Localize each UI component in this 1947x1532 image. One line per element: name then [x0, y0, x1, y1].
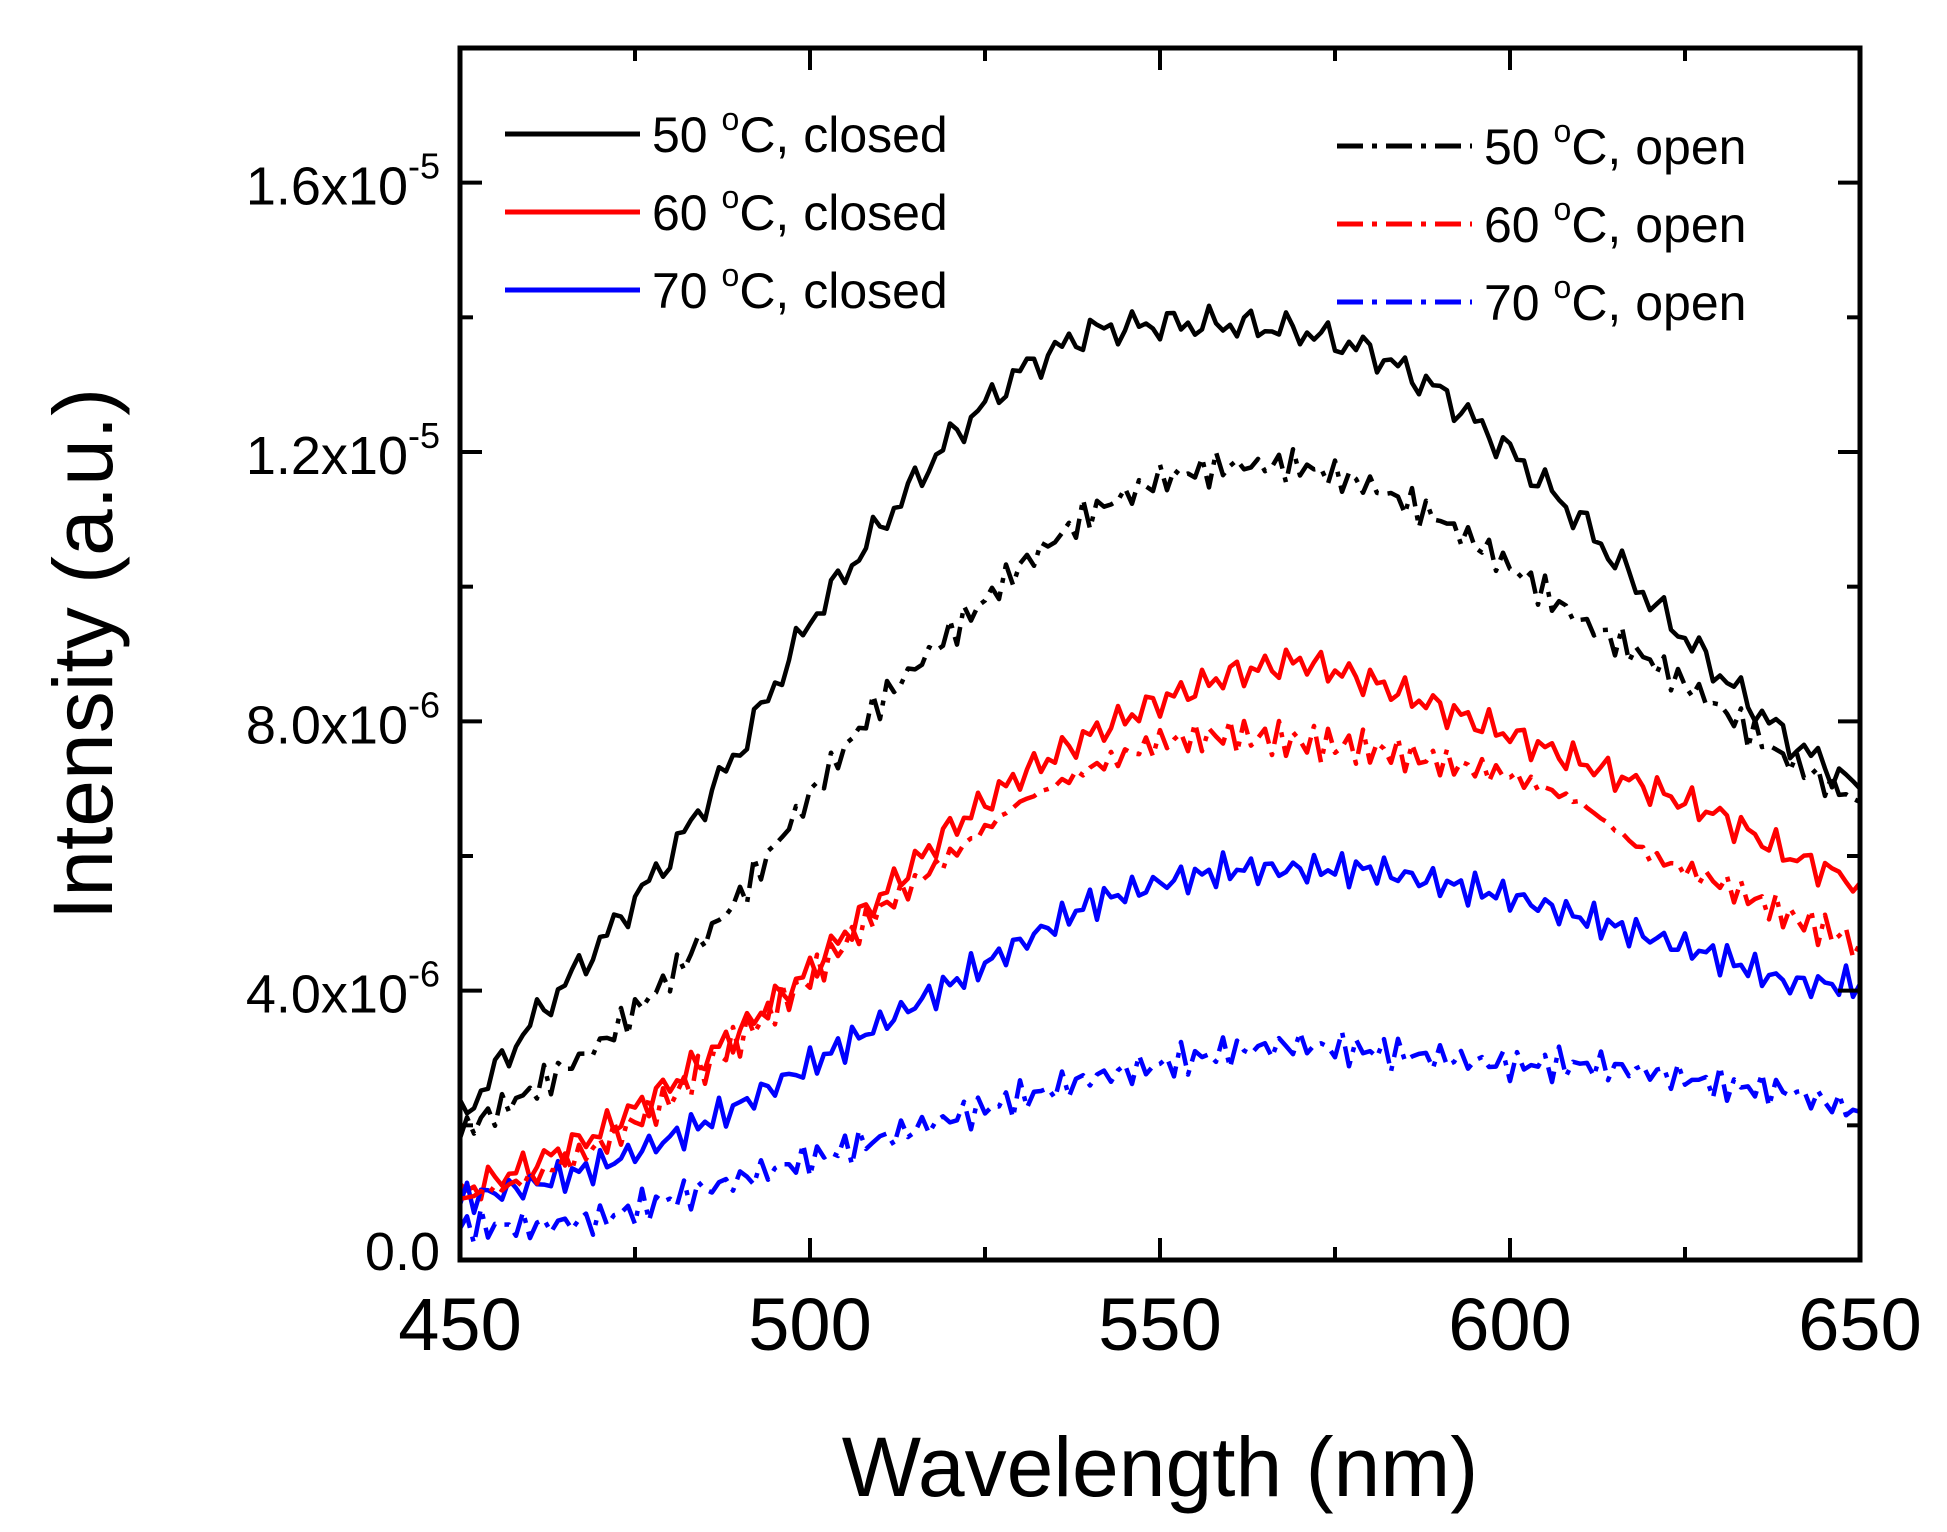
series-line — [460, 303, 1860, 1116]
series-line — [460, 446, 1860, 1139]
y-tick-label: 4.0x10-6 — [246, 954, 440, 1025]
legend-label: 70 oC, open — [1484, 269, 1746, 331]
series-line — [460, 850, 1860, 1216]
series-line — [460, 647, 1860, 1202]
x-tick-label: 500 — [748, 1283, 871, 1366]
legend-label: 60 oC, open — [1484, 191, 1746, 253]
x-tick-label: 600 — [1448, 1283, 1571, 1366]
y-tick-label: 0.0 — [365, 1222, 440, 1282]
tick-labels-layer: 450 500 550 600 650 0.0 4.0x10-6 8.0x10-6 1.2x10… — [246, 146, 1922, 1366]
x-axis-title: Wavelength (nm) — [842, 1420, 1478, 1514]
ticks-layer — [458, 46, 1862, 1262]
legend-label: 70 oC, closed — [652, 257, 948, 319]
x-tick-label: 450 — [398, 1283, 521, 1366]
legend-label: 50 oC, open — [1484, 113, 1746, 175]
x-tick-label: 550 — [1098, 1283, 1221, 1366]
y-tick-label: 1.2x10-5 — [246, 415, 440, 486]
legend-label: 50 oC, closed — [652, 101, 948, 163]
y-tick-label: 8.0x10-6 — [246, 684, 440, 755]
y-axis-title: Intensity (a.u.) — [36, 388, 130, 920]
series-line — [460, 1029, 1860, 1246]
legend: 50 oC, closed 60 oC, closed 70 oC, closed 5… — [505, 101, 1746, 331]
x-tick-label: 650 — [1798, 1283, 1921, 1366]
legend-label: 60 oC, closed — [652, 179, 948, 241]
series-line — [460, 717, 1860, 1202]
series-layer — [460, 303, 1860, 1246]
y-tick-label: 1.6x10-5 — [246, 146, 440, 217]
